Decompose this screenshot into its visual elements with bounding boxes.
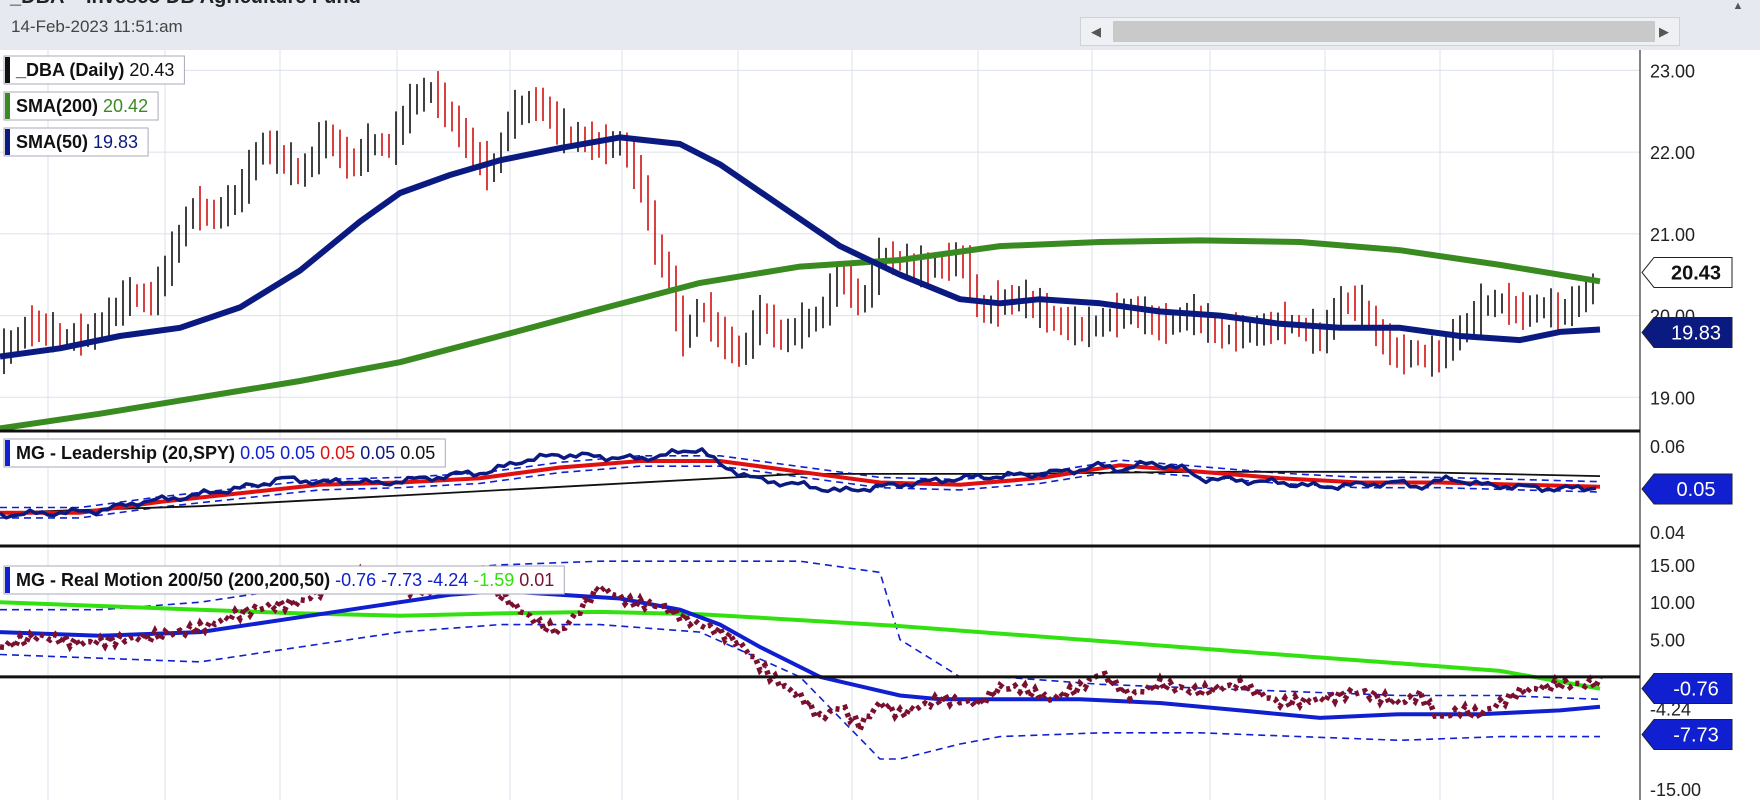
legend-box [3,438,446,468]
badge-text: -7.73 [1673,725,1719,747]
legend-label: SMA(50) [16,132,88,152]
y-tick-label: 21.00 [1650,225,1695,245]
rm-lower-band [0,623,1600,760]
legend-marker [5,440,10,466]
triangle-up-icon[interactable]: ▲ [1732,0,1744,12]
y-tick-label: 10.00 [1650,593,1695,613]
leadership-long-average [0,470,1601,514]
value-badges: 20.43 19.83 0.05 -0.76 -7.73 [1641,256,1733,751]
y-tick-label: 22.00 [1650,143,1695,163]
badge-shape [1641,719,1733,751]
legend-marker [5,567,10,593]
real-motion-legend: MG - Real Motion 200/50 (200,200,50) -0.… [3,565,565,595]
y-tick-label: 0.04 [1650,523,1685,543]
legend-value: 0.05 [275,443,315,463]
stock-chart: 23.0022.0021.0020.0019.000.060.0415.0010… [0,50,1760,800]
triangle-left-icon[interactable]: ◀ [1091,24,1101,39]
legend-text: SMA(50) 19.83 [16,132,138,152]
legend-value: 0.05 [315,443,355,463]
badge-text: 20.43 [1671,262,1721,284]
legend-box [3,565,565,595]
legend-marker [5,57,10,83]
legend-text: SMA(200) 20.42 [16,96,148,116]
price-badge: 20.43 [1641,256,1733,288]
legend-box [3,55,185,85]
legend-value: -4.24 [422,570,468,590]
y-tick-label: 5.00 [1650,631,1685,651]
badge-shape [1641,316,1733,348]
y-tick-label: -15.00 [1650,780,1701,800]
legend-label: SMA(200) [16,96,98,116]
legend-label: MG - Leadership (20,SPY) [16,443,235,463]
legend-value: 0.01 [514,570,554,590]
rm-badge: -0.76 [1641,673,1733,705]
rm-sma50-line [0,588,1601,720]
chart-title: _DBA – Invesco DB Agriculture Fund [10,0,361,9]
legend-marker [5,93,10,119]
legend-value: 0.05 [235,443,275,463]
legend-value: 19.83 [88,132,138,152]
legend-value: 20.42 [98,96,148,116]
price-legend: SMA(50) 19.83 [3,127,149,157]
price-legend: _DBA (Daily) 20.43 [3,55,185,85]
legend-text: _DBA (Daily) 20.43 [15,60,174,80]
badge-text: 0.05 [1677,479,1716,501]
badge-shape [1641,673,1733,705]
y-tick-label: 0.06 [1650,437,1685,457]
leadership-legend: MG - Leadership (20,SPY) 0.05 0.05 0.05 … [3,438,446,468]
legend-value: 0.05 [395,443,435,463]
y-tick-label: 19.00 [1650,388,1695,408]
badge-text: 19.83 [1671,322,1721,344]
triangle-right-icon[interactable]: ▶ [1659,24,1669,39]
legend-box [3,91,159,121]
legend-value: 0.05 [355,443,395,463]
chart-legends: _DBA (Daily) 20.43 SMA(200) 20.42 SMA(50) … [3,55,565,595]
badge-shape [1641,473,1733,505]
chart-axes: 23.0022.0021.0020.0019.000.060.0415.0010… [0,50,1701,800]
legend-marker [5,129,10,155]
y-tick-label: 15.00 [1650,556,1695,576]
rm-sma200-line [0,600,1601,691]
legend-box [3,127,149,157]
legend-value: -7.73 [376,570,422,590]
leadership-average [0,459,1601,515]
rm-badge: -7.73 [1641,719,1733,751]
y-tick-label: 23.00 [1650,61,1695,81]
y-tick-label: -4.24 [1650,700,1691,720]
badge-shape [1641,256,1733,288]
sma50-line [0,134,1601,360]
horizontal-scrollbar[interactable]: ◀ ▶ [1080,17,1680,46]
price-legend: SMA(200) 20.42 [3,91,159,121]
legend-value: -0.76 [330,570,376,590]
legend-value: 20.43 [124,60,174,80]
chart-date: 14-Feb-2023 11:51:am [11,17,183,36]
leadership-lower-band [0,465,1601,519]
chart-header: _DBA – Invesco DB Agriculture Fund 14-Fe… [0,0,1760,51]
sma50-badge: 19.83 [1641,316,1733,348]
leadership-badge: 0.05 [1641,473,1733,505]
badge-text: -0.76 [1673,679,1719,701]
leadership-ratio [0,447,1597,520]
legend-text: MG - Real Motion 200/50 (200,200,50) -0.… [16,570,554,590]
legend-label: MG - Real Motion 200/50 (200,200,50) [16,570,330,590]
scrollbar-thumb[interactable] [1113,21,1655,42]
sma200-line [0,237,1601,432]
legend-text: MG - Leadership (20,SPY) 0.05 0.05 0.05 … [16,443,435,463]
legend-label: _DBA (Daily) [15,60,124,80]
legend-value: -1.59 [468,570,514,590]
